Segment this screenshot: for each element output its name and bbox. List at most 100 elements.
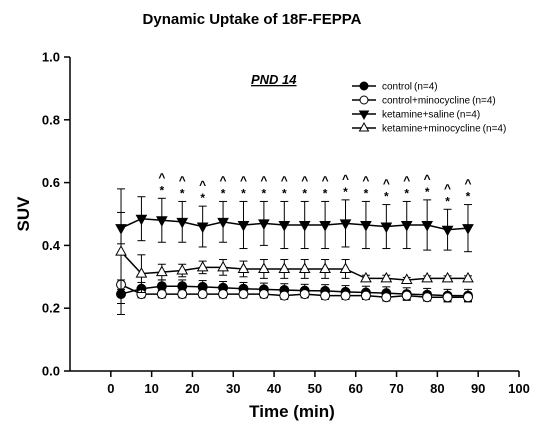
data-point	[339, 262, 352, 273]
significance-star: *	[221, 186, 226, 200]
legend-label: ketamine+saline (n=4)	[382, 110, 480, 121]
significance-star: *	[445, 194, 450, 208]
data-point	[400, 220, 413, 232]
y-tick-label: 0.0	[42, 364, 60, 379]
data-point	[462, 271, 474, 283]
data-point	[258, 219, 270, 230]
x-tick-label: 50	[308, 381, 322, 396]
x-tick-label: 0	[107, 381, 114, 396]
data-point	[359, 95, 369, 105]
data-point	[156, 289, 167, 300]
legend-series-name: control+minocycline	[382, 96, 471, 107]
data-point	[258, 289, 269, 300]
significance-star: *	[241, 186, 246, 200]
y-axis-label: SUV	[14, 196, 33, 232]
significance-caret: ^	[260, 173, 267, 187]
significance-markers: ^*^*^*^*^*^*^*^*^*^*^*^*^*^* ^*^*	[158, 170, 471, 208]
data-point	[421, 220, 434, 232]
significance-star: *	[160, 183, 165, 197]
series-2	[116, 279, 473, 303]
significance-caret: ^	[403, 173, 410, 187]
y-tick-label: 1.0	[42, 50, 60, 65]
significance-caret: ^	[158, 170, 165, 184]
data-point	[360, 290, 371, 301]
data-point	[358, 110, 370, 121]
data-point	[196, 260, 209, 272]
data-point	[320, 290, 331, 301]
significance-caret: ^	[322, 173, 329, 187]
significance-caret: ^	[281, 173, 288, 187]
legend-label: control+minocycline (n=4)	[382, 96, 496, 107]
x-tick-label: 70	[389, 381, 403, 396]
legend-item: ketamine+minocycline (n=4)	[352, 121, 506, 135]
data-point	[278, 220, 291, 232]
data-point	[176, 263, 189, 275]
significance-star: *	[200, 191, 205, 205]
data-point	[299, 289, 310, 300]
significance-star: *	[404, 186, 409, 200]
y-tick-label: 0.8	[42, 112, 60, 127]
legend-item: control (n=4)	[352, 81, 438, 93]
significance-caret: ^	[240, 173, 247, 187]
data-point	[217, 260, 229, 272]
data-point	[218, 289, 229, 300]
significance-caret: ^	[301, 173, 308, 187]
data-point	[441, 271, 454, 283]
legend-n-label: (n=4)	[414, 82, 438, 93]
x-axis-label: Time (min)	[249, 402, 335, 421]
data-point	[238, 289, 249, 300]
significance-caret: ^	[444, 181, 451, 195]
series-4	[115, 188, 474, 315]
data-point	[135, 267, 148, 278]
significance-caret: ^	[199, 178, 206, 192]
data-point	[115, 245, 127, 256]
significance-star: *	[364, 186, 369, 200]
x-tick-label: 90	[471, 381, 485, 396]
series-line	[120, 217, 469, 231]
x-tick-label: 10	[144, 381, 158, 396]
data-point	[401, 290, 412, 301]
data-point	[380, 222, 393, 234]
data-point	[237, 220, 250, 232]
data-point	[421, 271, 434, 283]
data-point	[155, 265, 168, 277]
x-tick-label: 30	[226, 381, 240, 396]
data-point	[462, 292, 473, 303]
data-point	[298, 220, 311, 232]
significance-caret: ^	[464, 177, 471, 191]
data-point	[319, 262, 331, 273]
data-point	[380, 271, 393, 283]
significance-star: *	[425, 185, 430, 199]
significance-star: *	[343, 185, 348, 199]
chart-title: Dynamic Uptake of 18F-FEPPA	[143, 11, 362, 28]
legend-item: control+minocycline (n=4)	[352, 95, 496, 107]
data-point	[196, 222, 209, 234]
legend-series-name: control	[382, 82, 412, 93]
series-3	[115, 196, 474, 253]
data-series	[115, 188, 474, 315]
pnd-annotation: PND 14	[251, 72, 297, 87]
x-tick-label: 20	[185, 381, 199, 396]
data-point	[441, 225, 454, 237]
data-point	[279, 290, 290, 301]
x-tick-label: 100	[508, 381, 530, 396]
series-line	[120, 251, 468, 281]
data-point	[135, 214, 148, 226]
data-point	[319, 220, 331, 232]
data-point	[442, 292, 453, 303]
data-point	[358, 121, 370, 132]
data-point	[217, 217, 229, 229]
legend-label: ketamine+minocycline (n=4)	[382, 124, 506, 135]
significance-caret: ^	[424, 172, 431, 186]
data-point	[258, 262, 270, 273]
legend-label: control (n=4)	[382, 82, 438, 93]
significance-star: *	[302, 186, 307, 200]
legend-item: ketamine+saline (n=4)	[352, 110, 480, 121]
data-point	[197, 289, 208, 300]
x-tick-label: 60	[348, 381, 362, 396]
y-tick-label: 0.6	[42, 175, 60, 190]
data-point	[381, 292, 392, 303]
data-point	[422, 292, 433, 303]
significance-star: *	[384, 190, 389, 204]
